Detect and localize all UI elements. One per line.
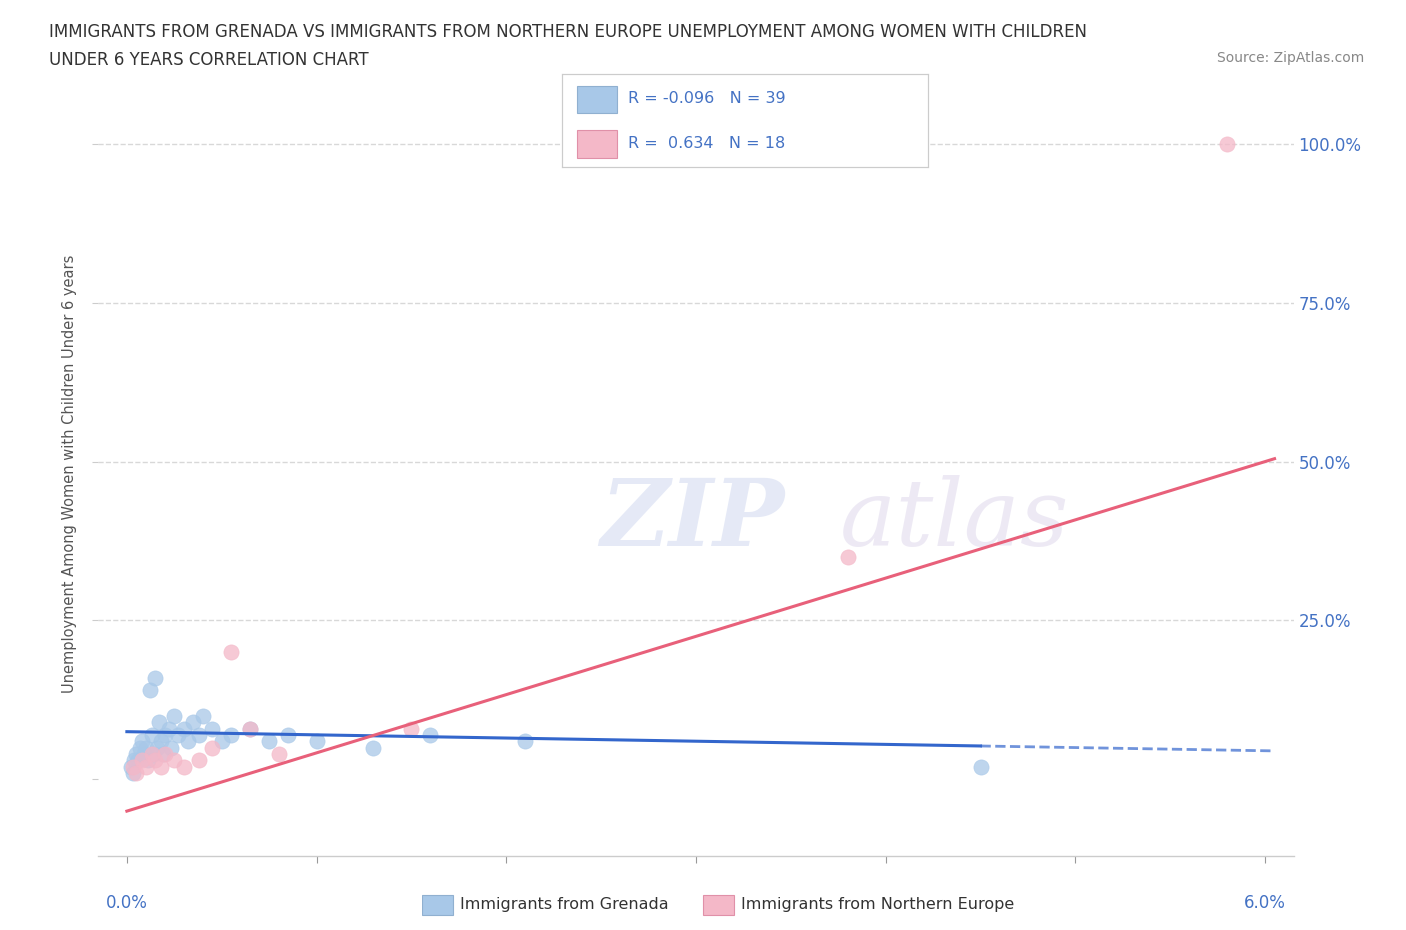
Point bbox=[219, 727, 242, 742]
Point bbox=[257, 734, 280, 749]
Point bbox=[125, 747, 148, 762]
Text: IMMIGRANTS FROM GRENADA VS IMMIGRANTS FROM NORTHERN EUROPE UNEMPLOYMENT AMONG WO: IMMIGRANTS FROM GRENADA VS IMMIGRANTS FR… bbox=[49, 23, 1087, 41]
Point bbox=[148, 714, 170, 729]
Point bbox=[141, 747, 163, 762]
Point bbox=[173, 721, 195, 736]
Point bbox=[143, 671, 166, 685]
Text: R =  0.634   N = 18: R = 0.634 N = 18 bbox=[628, 136, 786, 151]
Point bbox=[124, 753, 146, 768]
Point bbox=[239, 721, 262, 736]
Text: UNDER 6 YEARS CORRELATION CHART: UNDER 6 YEARS CORRELATION CHART bbox=[49, 51, 368, 69]
Point bbox=[157, 721, 180, 736]
Text: R = -0.096   N = 39: R = -0.096 N = 39 bbox=[628, 91, 786, 106]
Point bbox=[277, 727, 299, 742]
Point bbox=[163, 709, 186, 724]
Point bbox=[150, 734, 173, 749]
FancyBboxPatch shape bbox=[576, 130, 617, 158]
Point bbox=[131, 753, 153, 768]
Point bbox=[153, 727, 176, 742]
Point bbox=[152, 747, 174, 762]
Point bbox=[239, 721, 262, 736]
Point bbox=[969, 759, 991, 774]
Point bbox=[201, 721, 224, 736]
Point bbox=[837, 550, 859, 565]
Point bbox=[146, 740, 169, 755]
Text: ZIP: ZIP bbox=[600, 475, 785, 565]
Point bbox=[120, 759, 142, 774]
Point bbox=[125, 765, 148, 780]
Point bbox=[188, 753, 211, 768]
Text: atlas: atlas bbox=[839, 475, 1069, 565]
Point bbox=[135, 759, 157, 774]
Point bbox=[176, 734, 198, 749]
Text: Immigrants from Northern Europe: Immigrants from Northern Europe bbox=[741, 897, 1015, 912]
Point bbox=[135, 740, 157, 755]
Point bbox=[138, 683, 160, 698]
Y-axis label: Unemployment Among Women with Children Under 6 years: Unemployment Among Women with Children U… bbox=[62, 255, 77, 694]
Point bbox=[131, 734, 153, 749]
Text: Immigrants from Grenada: Immigrants from Grenada bbox=[460, 897, 669, 912]
Point bbox=[267, 747, 290, 762]
Point bbox=[121, 759, 143, 774]
Point bbox=[142, 747, 165, 762]
Point bbox=[419, 727, 441, 742]
Point bbox=[201, 740, 224, 755]
Point bbox=[515, 734, 537, 749]
FancyBboxPatch shape bbox=[703, 895, 734, 915]
Point bbox=[163, 753, 186, 768]
FancyBboxPatch shape bbox=[576, 86, 617, 113]
Point bbox=[153, 747, 176, 762]
Point bbox=[129, 740, 152, 755]
Point bbox=[191, 709, 214, 724]
Point bbox=[181, 714, 204, 729]
Point bbox=[141, 727, 163, 742]
FancyBboxPatch shape bbox=[422, 895, 453, 915]
Text: 0.0%: 0.0% bbox=[105, 894, 148, 911]
Point bbox=[132, 747, 155, 762]
Point bbox=[363, 740, 385, 755]
Point bbox=[150, 759, 173, 774]
Point bbox=[136, 753, 159, 768]
Point bbox=[219, 644, 242, 659]
Text: Source: ZipAtlas.com: Source: ZipAtlas.com bbox=[1216, 51, 1364, 65]
Point bbox=[143, 753, 166, 768]
Point bbox=[188, 727, 211, 742]
Point bbox=[305, 734, 328, 749]
Point bbox=[121, 765, 143, 780]
Point bbox=[127, 753, 149, 768]
Point bbox=[173, 759, 195, 774]
Point bbox=[167, 727, 190, 742]
Text: 6.0%: 6.0% bbox=[1244, 894, 1286, 911]
Point bbox=[1216, 137, 1239, 152]
Point bbox=[159, 740, 181, 755]
Point bbox=[211, 734, 233, 749]
Point bbox=[401, 721, 423, 736]
